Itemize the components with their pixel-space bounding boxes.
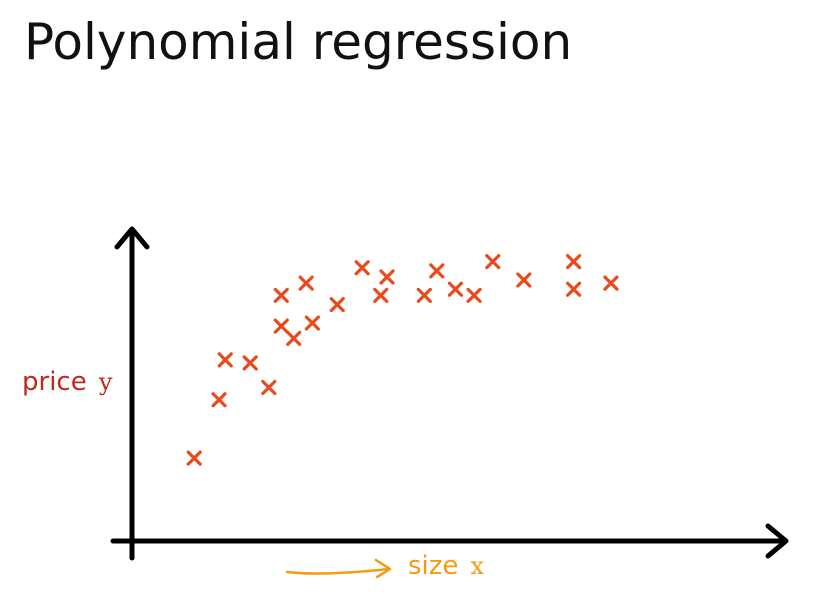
data-point [603, 275, 619, 291]
data-points [186, 254, 619, 466]
y-axis-arrowhead [114, 226, 150, 250]
data-point [261, 379, 277, 396]
x-axis-label-arrowhead [374, 558, 392, 579]
data-point [379, 269, 395, 285]
data-point [217, 352, 233, 368]
data-point [447, 281, 464, 297]
data-point [329, 297, 345, 313]
x-axis-label: size x [408, 551, 485, 581]
x-axis-arrowhead [765, 523, 789, 559]
data-point [304, 315, 320, 331]
data-point [211, 392, 227, 408]
axes [110, 226, 789, 561]
data-point [416, 287, 432, 303]
data-point [466, 287, 482, 303]
x-axis-label-variable: x [471, 552, 485, 580]
data-point [273, 318, 289, 334]
y-axis-label-variable: y [98, 368, 113, 396]
data-point [373, 287, 389, 303]
data-point [516, 272, 532, 288]
slide-title: Polynomial regression [24, 13, 573, 71]
x-axis-label-arrow [285, 567, 391, 575]
data-point [566, 254, 582, 270]
y-axis-label-word: price [22, 367, 87, 397]
y-axis-label: price y [22, 367, 113, 397]
data-point [186, 450, 202, 466]
x-axis-label-word: size [408, 551, 458, 581]
data-point [566, 281, 582, 297]
data-point [242, 355, 258, 371]
data-point [354, 260, 370, 276]
data-point [298, 275, 314, 291]
data-point [286, 330, 302, 346]
data-point [429, 263, 445, 279]
data-point [485, 254, 501, 270]
data-point [273, 287, 289, 303]
